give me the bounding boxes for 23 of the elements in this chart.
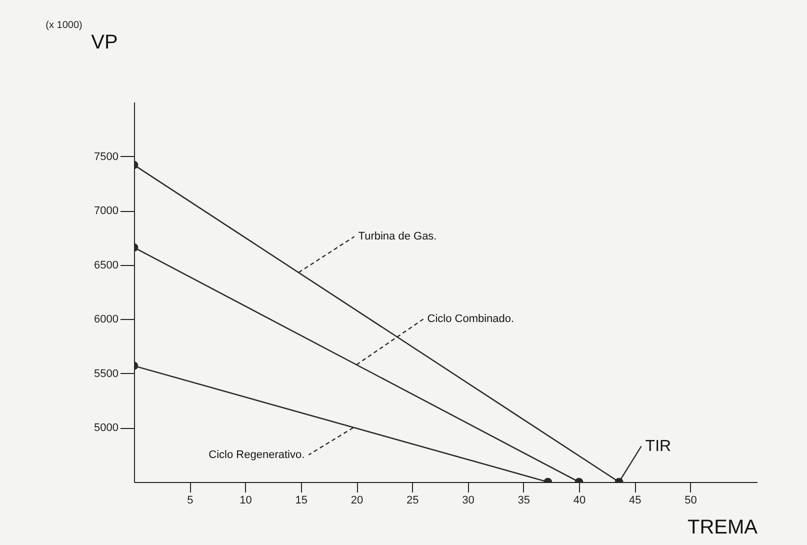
y-tick-label: 7500 [94,150,118,163]
x-tick-label: 30 [462,494,474,506]
annotation: TIR [645,438,672,456]
x-tick-label: 40 [573,494,586,506]
y-tick-label: 6000 [94,314,118,326]
annotation: Turbina de Gas. [358,230,437,243]
x-tick-label: 15 [295,494,308,506]
y-tick-label: 7000 [94,205,118,218]
x-tick-label: 50 [684,494,697,506]
y-tick-label: 6500 [94,259,118,272]
chart-subtitle: (x 1000) [46,20,82,31]
x-tick-label: 20 [350,494,364,506]
x-tick-label: 35 [518,494,530,506]
y-tick-label: 5500 [94,368,118,380]
y-axis-title: VP [91,32,118,54]
y-tick-label: 5000 [94,422,118,434]
x-axis-title: TREMA [688,516,758,538]
x-tick-label: 45 [629,494,642,506]
x-tick-label: 10 [240,494,252,506]
x-tick-label: 5 [187,494,194,506]
annotation: Ciclo Combinado. [427,313,514,326]
annotation: Ciclo Regenerativo. [208,448,305,461]
x-tick-label: 25 [406,494,419,506]
